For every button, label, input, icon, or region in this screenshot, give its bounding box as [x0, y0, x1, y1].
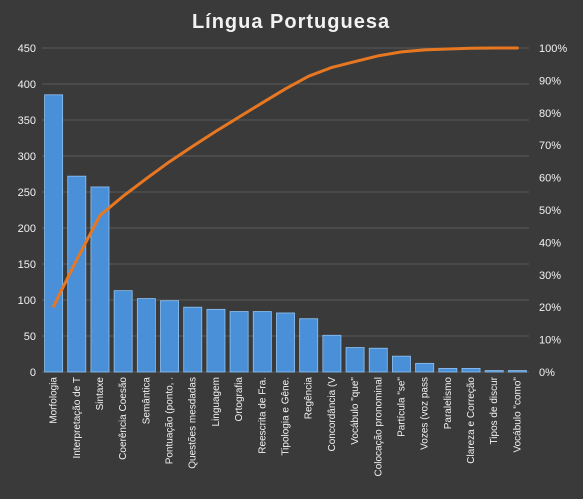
bar — [160, 300, 179, 373]
category-label: Tipos de discur — [489, 376, 500, 444]
left-tick-label: 250 — [18, 187, 36, 199]
right-tick-label: 100% — [539, 43, 567, 55]
category-label: Vozes (voz pass — [420, 377, 431, 450]
bar — [461, 367, 481, 373]
bar — [415, 362, 435, 373]
category-label: Interpretação de T — [72, 377, 83, 459]
bar — [229, 311, 249, 373]
bar — [90, 186, 110, 373]
category-label: Paralelismo — [443, 377, 454, 430]
left-tick-label: 50 — [24, 331, 36, 343]
bar — [183, 306, 203, 373]
right-tick-label: 80% — [539, 108, 561, 120]
left-tick-label: 400 — [18, 79, 36, 91]
category-label: Linguagem — [211, 377, 222, 426]
right-tick-label: 90% — [539, 75, 561, 87]
category-label: Sintaxe — [95, 377, 106, 411]
category-label: Partícula "se" — [396, 377, 407, 437]
category-label: Reescrita de Fra. — [257, 377, 268, 454]
category-label: Regência — [304, 377, 315, 420]
left-tick-label: 200 — [18, 223, 36, 235]
bar-series — [44, 94, 527, 373]
bar — [322, 334, 342, 373]
left-tick-label: 450 — [18, 43, 36, 55]
category-label: Semântica — [141, 377, 152, 425]
right-tick-label: 70% — [539, 140, 561, 152]
right-tick-label: 0% — [539, 367, 555, 379]
category-label: Tipologia e Gêne. — [281, 377, 292, 456]
bar — [507, 370, 527, 373]
left-tick-label: 0 — [30, 367, 36, 379]
category-label: Morfologia — [49, 377, 60, 424]
bar — [252, 311, 272, 373]
left-tick-label: 300 — [18, 151, 36, 163]
bar — [206, 308, 226, 373]
left-tick-label: 350 — [18, 115, 36, 127]
bar — [345, 347, 365, 373]
category-label: Concordância (V — [327, 377, 338, 452]
right-axis-ticks: 0% 10% 20% 30% 40% 50% 60% 70% 80% 90% 100% — [539, 43, 567, 379]
right-tick-label: 50% — [539, 205, 561, 217]
right-tick-label: 40% — [539, 237, 561, 249]
left-tick-label: 100 — [18, 295, 36, 307]
category-label: Clareza e Correção — [466, 377, 477, 464]
category-label: Coerência Coesão — [118, 377, 129, 460]
right-tick-label: 30% — [539, 270, 561, 282]
bar — [299, 318, 319, 373]
bar — [136, 298, 156, 373]
left-axis-ticks: 0 50 100 150 200 250 300 350 400 450 — [18, 43, 36, 379]
right-tick-label: 10% — [539, 335, 561, 347]
category-label: Colocação pronominal — [373, 377, 384, 477]
left-tick-label: 150 — [18, 259, 36, 271]
bar — [368, 347, 388, 373]
right-tick-label: 20% — [539, 302, 561, 314]
category-label: Ortografia — [234, 377, 245, 422]
category-labels: Morfologia Interpretação de T Sintaxe Coerê… — [49, 376, 524, 476]
category-label: Vocábulo "como" — [512, 377, 523, 453]
bar — [67, 175, 87, 373]
bar — [44, 94, 64, 373]
chart-title: Língua Portuguesa — [192, 11, 390, 33]
right-tick-label: 60% — [539, 173, 561, 185]
category-label: Vocábulo "que" — [350, 377, 361, 445]
bar — [276, 312, 295, 373]
bar — [484, 370, 504, 373]
cumulative-line — [52, 46, 519, 308]
bar — [392, 355, 411, 373]
category-label: Questões mesdadas — [188, 377, 199, 469]
bar — [438, 367, 458, 373]
category-label: Pontuação (ponto, . — [165, 377, 176, 464]
cumulative-line-series — [52, 46, 519, 308]
bar — [113, 290, 133, 373]
